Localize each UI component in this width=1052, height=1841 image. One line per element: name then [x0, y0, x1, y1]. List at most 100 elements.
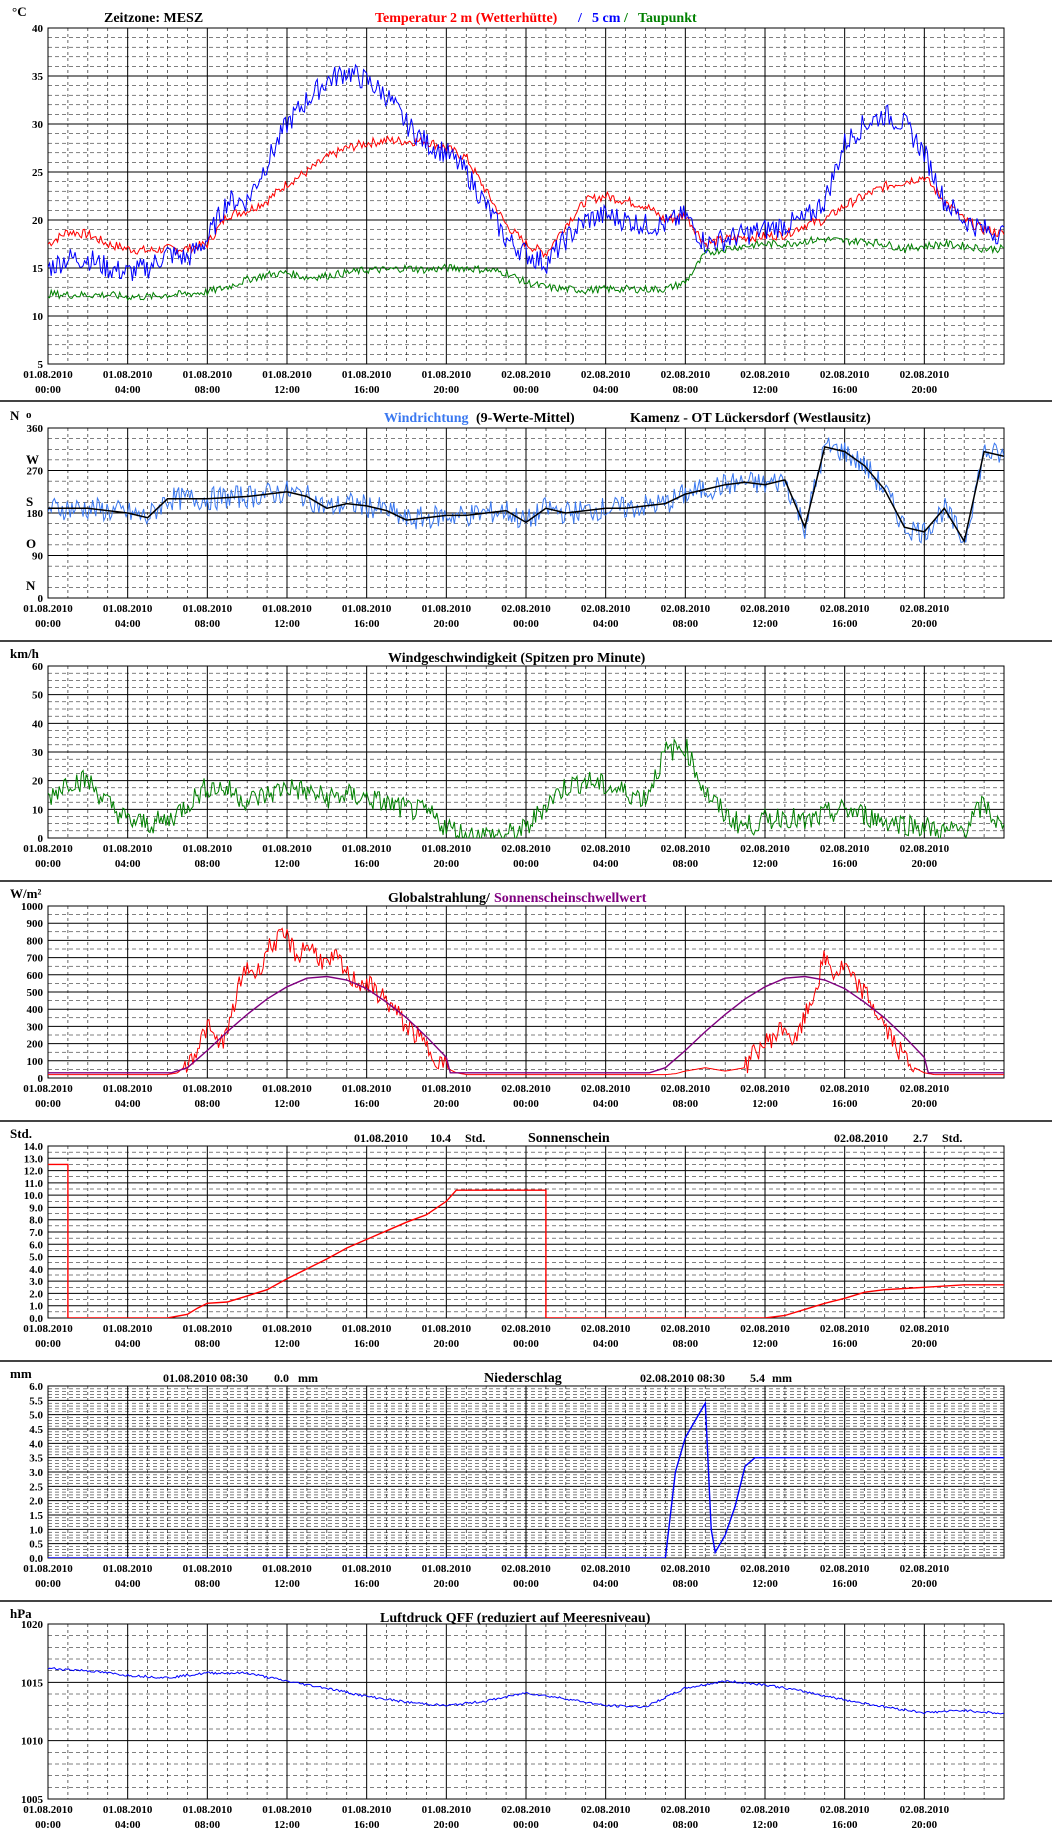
precip-day2-unit: mm — [772, 1371, 792, 1385]
x-tick-date: 02.08.2010 — [820, 369, 870, 381]
x-tick-date: 01.08.2010 — [103, 369, 153, 381]
y-tick-label: 400 — [27, 1004, 44, 1016]
x-tick-date: 02.08.2010 — [900, 1323, 950, 1335]
radiation-title: Globalstrahlung/ — [388, 891, 491, 906]
x-tick-time: 16:00 — [832, 1098, 858, 1110]
x-tick-time: 00:00 — [35, 384, 61, 396]
radiation-chart: 1000900800700600500400300200100001.08.20… — [10, 886, 1005, 1110]
x-tick-time: 00:00 — [35, 1819, 61, 1831]
y-tick-label: 11.0 — [24, 1178, 43, 1190]
x-tick-time: 04:00 — [115, 858, 141, 870]
x-tick-time: 04:00 — [115, 1578, 141, 1590]
y-tick-label: 600 — [27, 970, 44, 982]
wind-direction-plot-area: 36027018090001.08.201000:0001.08.201004:… — [23, 423, 1005, 630]
x-tick-time: 08:00 — [672, 1338, 698, 1350]
wind-direction-panel: 360 270 180 90 0 01.08.2010 00:00 01.08.2010 04:… — [0, 402, 1052, 642]
x-tick-date: 02.08.2010 — [740, 603, 790, 615]
x-tick-date: 01.08.2010 — [342, 1563, 392, 1575]
x-tick-date: 02.08.2010 — [501, 369, 551, 381]
x-tick-time: 08:00 — [194, 858, 220, 870]
x-tick-time: 12:00 — [274, 858, 300, 870]
wind-direction-mean-line — [48, 445, 1004, 544]
x-tick-date: 01.08.2010 — [23, 1804, 73, 1816]
temperature-unit-label: °C — [12, 4, 27, 19]
x-tick-time: 04:00 — [115, 384, 141, 396]
y-tick-label: 100 — [27, 1056, 44, 1068]
x-tick-time: 08:00 — [672, 1819, 698, 1831]
x-tick-date: 02.08.2010 — [900, 603, 950, 615]
x-tick-date: 02.08.2010 — [900, 1804, 950, 1816]
x-tick-time: 16:00 — [832, 858, 858, 870]
y-tick-label: 0 — [38, 593, 44, 605]
x-tick-date: 01.08.2010 — [422, 1563, 472, 1575]
series-line — [48, 1667, 1004, 1715]
y-tick-label: 30 — [32, 747, 44, 759]
y-tick-label: 40 — [32, 23, 44, 35]
x-tick-date: 01.08.2010 — [422, 1323, 472, 1335]
x-tick-date: 01.08.2010 — [422, 1804, 472, 1816]
precip-day1-value: 0.0 — [274, 1371, 289, 1385]
x-tick-time: 04:00 — [593, 1578, 619, 1590]
x-tick-time: 08:00 — [672, 618, 698, 630]
y-tick-label: 0.5 — [29, 1539, 43, 1551]
y-tick-label: 30 — [32, 119, 44, 131]
series-line — [48, 1400, 1004, 1558]
y-tick-label: 20 — [32, 776, 44, 788]
x-tick-date: 01.08.2010 — [342, 843, 392, 855]
x-tick-date: 01.08.2010 — [183, 603, 233, 615]
west-label: W — [26, 452, 39, 467]
y-tick-label: 4.0 — [29, 1438, 43, 1450]
x-tick-date: 02.08.2010 — [581, 1804, 631, 1816]
x-tick-time: 00:00 — [513, 384, 539, 396]
y-tick-label: 3.0 — [29, 1467, 43, 1479]
y-tick-label: 2.5 — [29, 1481, 43, 1493]
series-line — [48, 975, 1004, 1074]
x-tick-time: 04:00 — [115, 1819, 141, 1831]
y-tick-label: 200 — [27, 1039, 44, 1051]
x-tick-date: 02.08.2010 — [820, 1083, 870, 1095]
x-tick-time: 04:00 — [593, 384, 619, 396]
x-tick-date: 01.08.2010 — [23, 369, 73, 381]
x-tick-time: 20:00 — [433, 1338, 459, 1350]
x-tick-time: 20:00 — [911, 1819, 937, 1831]
x-tick-date: 02.08.2010 — [740, 369, 790, 381]
x-tick-time: 04:00 — [115, 618, 141, 630]
sunshine-title: Sonnenschein — [528, 1131, 610, 1146]
x-tick-date: 01.08.2010 — [262, 369, 312, 381]
x-tick-date: 02.08.2010 — [501, 843, 551, 855]
sunshine-day2-value: 2.7 — [913, 1131, 928, 1145]
x-tick-time: 08:00 — [672, 858, 698, 870]
x-tick-time: 12:00 — [274, 1338, 300, 1350]
y-tick-label: 1005 — [21, 1794, 44, 1806]
x-tick-date: 01.08.2010 — [23, 1323, 73, 1335]
y-tick-label: 3.5 — [29, 1453, 43, 1465]
x-tick-time: 12:00 — [274, 384, 300, 396]
sunshine-chart: 14.013.012.011.010.09.08.07.06.05.04.03.… — [10, 1126, 1005, 1350]
x-tick-time: 20:00 — [433, 618, 459, 630]
east-label: O — [26, 536, 36, 551]
x-tick-date: 02.08.2010 — [740, 1563, 790, 1575]
wind-speed-chart: 605040302010001.08.201000:0001.08.201004… — [10, 646, 1005, 870]
precipitation-plot-area: 6.05.55.04.54.03.53.02.52.01.51.00.50.00… — [23, 1381, 1005, 1590]
x-tick-date: 01.08.2010 — [183, 369, 233, 381]
series-line — [48, 737, 1004, 838]
y-tick-label: 800 — [27, 935, 44, 947]
x-tick-date: 01.08.2010 — [23, 1563, 73, 1575]
x-tick-date: 01.08.2010 — [422, 369, 472, 381]
x-tick-date: 02.08.2010 — [661, 1563, 711, 1575]
precipitation-unit-label: mm — [10, 1366, 32, 1381]
sunshine-day2-date: 02.08.2010 — [834, 1131, 888, 1145]
x-tick-time: 04:00 — [593, 1819, 619, 1831]
y-tick-label: 10.0 — [24, 1190, 44, 1202]
x-tick-date: 01.08.2010 — [262, 1563, 312, 1575]
x-tick-time: 08:00 — [672, 384, 698, 396]
y-tick-label: 12.0 — [24, 1166, 44, 1178]
x-tick-time: 00:00 — [513, 858, 539, 870]
y-tick-label: 0.0 — [29, 1313, 43, 1325]
y-tick-label: 9.0 — [29, 1202, 43, 1214]
y-tick-label: 10 — [32, 311, 44, 323]
x-tick-date: 01.08.2010 — [103, 843, 153, 855]
x-tick-date: 02.08.2010 — [820, 1563, 870, 1575]
x-tick-date: 01.08.2010 — [342, 1323, 392, 1335]
temperature-chart: 40353025201510501.08.201000:0001.08.2010… — [12, 4, 1005, 396]
